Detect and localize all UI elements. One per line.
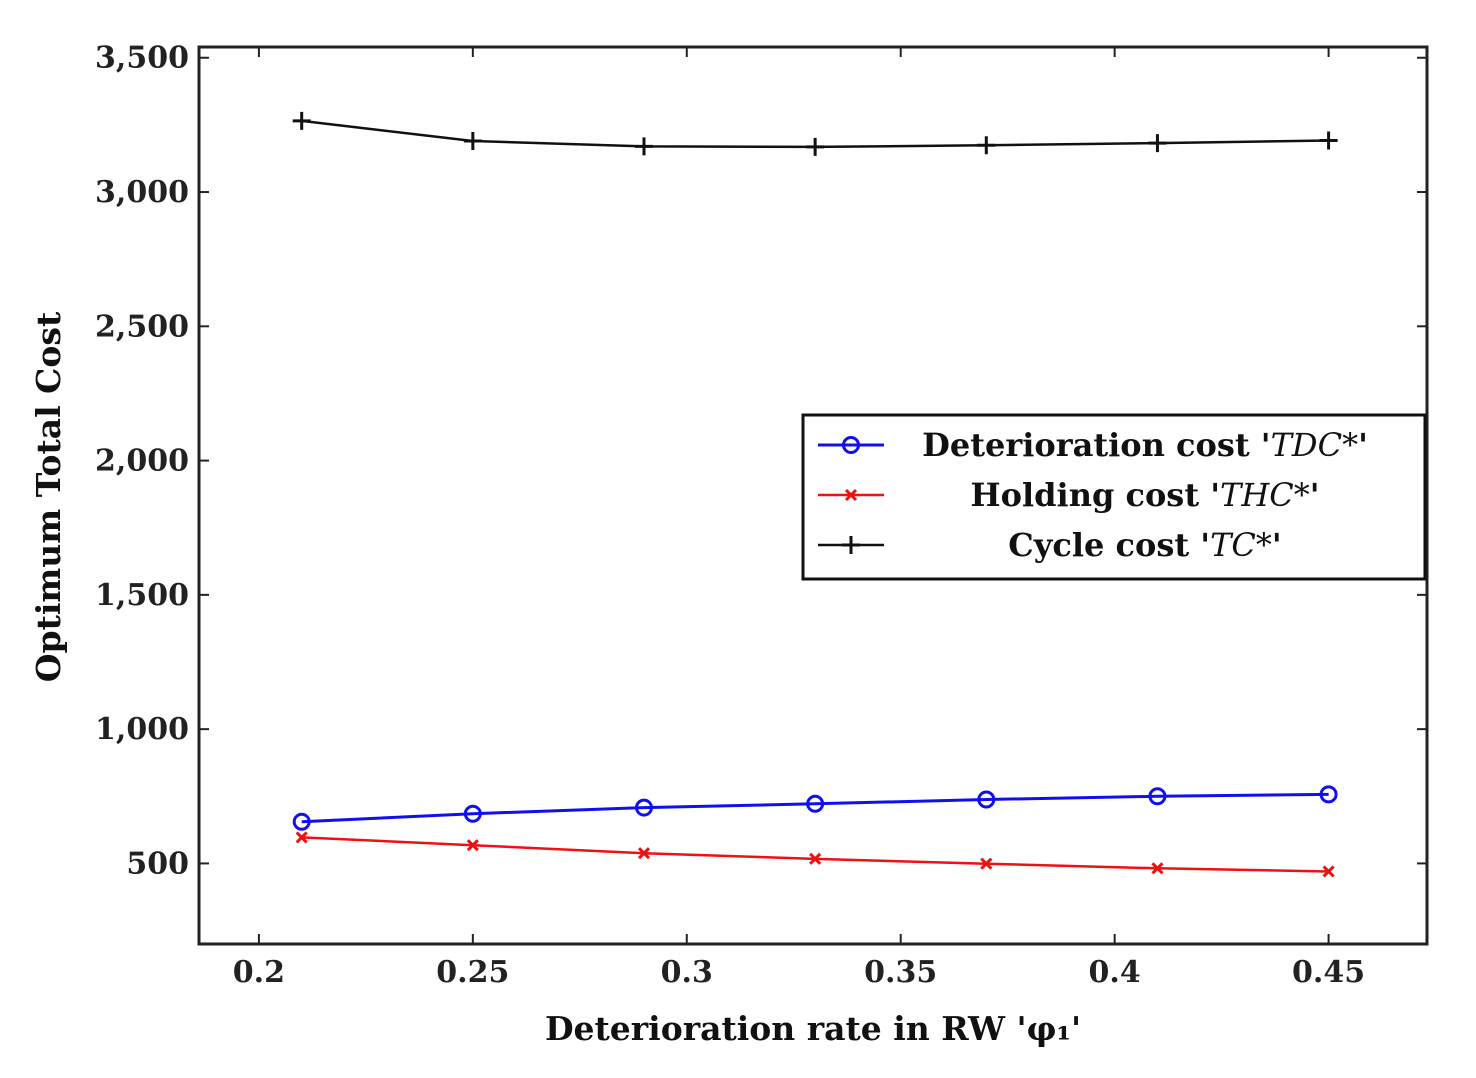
y-tick-label: 1,500 — [95, 578, 189, 613]
legend-box — [801, 413, 1427, 581]
cycle-cost-point — [1319, 131, 1338, 150]
deterioration-cost-point — [806, 794, 825, 813]
y-axis-title: Optimum Total Cost — [29, 311, 68, 682]
deterioration-cost-point — [292, 812, 311, 831]
deterioration-cost-series-line — [301, 792, 1329, 824]
x-tick-label: 0.45 — [1292, 955, 1365, 990]
holding-cost-series-line — [301, 836, 1329, 873]
tick-labels: 0.2 0.25 0.3 0.35 0.4 0.45 500 1,000 1,500 2,000 2… — [95, 41, 1365, 990]
x-axis-title: Deterioration rate in RW 'φ₁' — [545, 1009, 1081, 1048]
y-tick-label: 2,500 — [95, 309, 189, 344]
legend-cycle-cost-label: Cycle cost 'TC*' — [1008, 526, 1281, 564]
holding-cost-point — [980, 857, 993, 870]
holding-cost-point — [809, 852, 822, 865]
y-tick-label: 3,000 — [95, 175, 189, 210]
cycle-cost-point — [292, 111, 311, 130]
holding-cost-point — [295, 831, 308, 844]
plot-frame — [197, 45, 1429, 946]
cycle-cost-point — [1148, 134, 1167, 153]
deterioration-cost-point — [1319, 785, 1338, 804]
legend-deterioration-cost-marker — [842, 436, 860, 454]
y-tick-label: 3,500 — [95, 41, 189, 76]
cycle-cost-point — [634, 137, 653, 156]
deterioration-cost-point — [634, 798, 653, 817]
x-tick-label: 0.35 — [864, 955, 937, 990]
cycle-cost-point — [806, 137, 825, 156]
holding-cost-point — [1151, 862, 1164, 875]
holding-cost-point — [466, 839, 479, 852]
y-tick-label: 1,000 — [95, 712, 189, 747]
deterioration-cost-point — [1148, 787, 1167, 806]
x-tick-label: 0.2 — [233, 955, 285, 990]
x-tick-label: 0.3 — [661, 955, 713, 990]
legend-deterioration-cost-label: Deterioration cost 'TDC*' — [922, 426, 1368, 464]
x-tick-label: 0.25 — [436, 955, 509, 990]
y-tick-label: 2,000 — [95, 444, 189, 479]
holding-cost-point — [1322, 865, 1335, 878]
axis-ticks — [199, 47, 1427, 944]
y-tick-label: 500 — [126, 846, 189, 881]
deterioration-cost-point — [977, 790, 996, 809]
legend: Deterioration cost 'TDC*' Holding cost 'T… — [801, 413, 1427, 581]
cycle-cost-point — [977, 136, 996, 155]
deterioration-cost-point — [463, 804, 482, 823]
holding-cost-point — [637, 847, 651, 860]
cycle-cost-point — [463, 131, 482, 150]
legend-holding-cost-marker — [844, 488, 858, 502]
series-markers — [292, 111, 1338, 878]
legend-holding-cost-label: Holding cost 'THC*' — [970, 476, 1319, 514]
legend-cycle-cost-marker — [842, 536, 860, 554]
x-tick-label: 0.4 — [1089, 955, 1141, 990]
